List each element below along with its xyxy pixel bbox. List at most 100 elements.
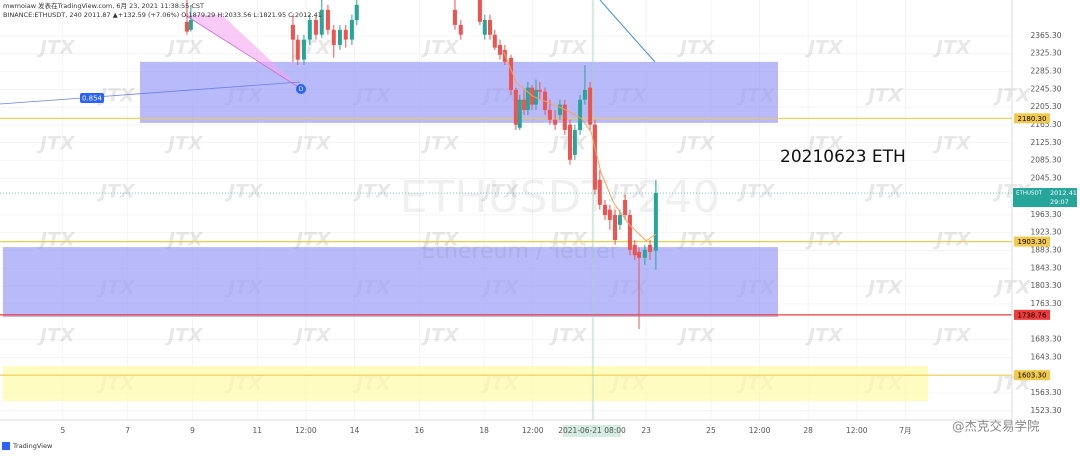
candle-body bbox=[301, 39, 306, 60]
watermark-logo: JTX bbox=[36, 325, 76, 347]
level-label-box bbox=[1014, 236, 1050, 247]
y-tick-label: 1763.30 bbox=[1030, 299, 1061, 308]
y-tick-label: 2245.30 bbox=[1030, 84, 1061, 93]
y-tick-label: 1643.30 bbox=[1030, 352, 1061, 361]
last-price-label: 2012.41 bbox=[1050, 189, 1077, 197]
level-label-box bbox=[1014, 113, 1050, 124]
candle-body bbox=[627, 215, 632, 250]
y-tick-label: 1563.30 bbox=[1030, 388, 1061, 397]
watermark-logo: JTX bbox=[548, 325, 588, 347]
watermark-logo: JTX bbox=[36, 133, 76, 155]
x-tick-label: 2021-06-21 08:00 bbox=[558, 426, 626, 435]
candle-body bbox=[557, 104, 562, 115]
watermark-logo: JTX bbox=[352, 181, 392, 203]
y-tick-label: 2365.30 bbox=[1030, 31, 1061, 40]
fib-label: 0.854 bbox=[82, 95, 103, 103]
footer-logo: TradingView bbox=[12, 442, 53, 450]
y-tick-label: 1843.30 bbox=[1030, 263, 1061, 272]
candle-body bbox=[525, 87, 530, 110]
candle-body bbox=[597, 179, 602, 205]
x-tick-label: 18 bbox=[479, 426, 489, 435]
watermark-logo: JTX bbox=[292, 325, 332, 347]
candle-body bbox=[537, 89, 542, 92]
candle-body bbox=[547, 109, 552, 120]
y-tick-label: 1963.30 bbox=[1030, 210, 1061, 219]
y-tick-label: 1883.30 bbox=[1030, 246, 1061, 255]
watermark-logo: JTX bbox=[736, 181, 776, 203]
watermark-logo: JTX bbox=[804, 229, 844, 251]
watermark-logo: JTX bbox=[676, 229, 716, 251]
x-tick-label: 9 bbox=[190, 426, 195, 435]
candle-body bbox=[343, 29, 348, 40]
moving-average bbox=[503, 51, 657, 242]
candle-body bbox=[517, 99, 522, 128]
x-tick-label: 7月 bbox=[899, 426, 911, 435]
watermark-symbol: ETHUSDT, 240 bbox=[400, 172, 721, 223]
y-tick-label: 2205.30 bbox=[1030, 102, 1061, 111]
watermark-logo: JTX bbox=[864, 85, 904, 107]
zone bbox=[2, 247, 779, 317]
x-tick-label: 7 bbox=[125, 426, 130, 435]
level-label: 1903.30 bbox=[1018, 238, 1047, 246]
y-tick-label: 1523.30 bbox=[1030, 406, 1061, 415]
credit: @杰克交易学院 bbox=[952, 419, 1040, 434]
last-symbol: ETHUSDT bbox=[1016, 191, 1043, 197]
candle-body bbox=[509, 57, 514, 90]
candle-body bbox=[588, 87, 593, 125]
x-tick-label: 12:00 bbox=[846, 426, 868, 435]
candle-body bbox=[648, 244, 653, 252]
candle-body bbox=[337, 29, 342, 45]
pattern-line bbox=[184, 14, 301, 89]
watermark-logo: JTX bbox=[96, 181, 136, 203]
x-tick-label: 14 bbox=[350, 426, 360, 435]
watermark-logo: JTX bbox=[420, 229, 460, 251]
x-tick-highlight bbox=[563, 425, 622, 437]
candle-body bbox=[452, 9, 457, 25]
watermark-logo: JTX bbox=[932, 133, 972, 155]
candle-body bbox=[295, 39, 300, 60]
header-line: BINANCE:ETHUSDT, 240 2011.87 ▲+132.59 (+… bbox=[3, 11, 322, 19]
level-label-box bbox=[1014, 370, 1050, 381]
candle-body bbox=[572, 129, 577, 155]
watermark-logo: JTX bbox=[932, 325, 972, 347]
watermark-logo: JTX bbox=[36, 37, 76, 59]
candle-body bbox=[307, 20, 312, 40]
y-tick-label: 1803.30 bbox=[1030, 281, 1061, 290]
candle-body bbox=[637, 251, 642, 258]
candle-body bbox=[290, 24, 295, 40]
zone bbox=[2, 365, 929, 402]
watermark-logo: JTX bbox=[36, 229, 76, 251]
candle-body bbox=[592, 124, 597, 190]
zone bbox=[139, 61, 779, 123]
candle-body bbox=[313, 20, 318, 35]
watermark-logo: JTX bbox=[932, 229, 972, 251]
watermark-logo: JTX bbox=[292, 133, 332, 155]
y-tick-label: 1923.30 bbox=[1030, 228, 1061, 237]
candle-body bbox=[642, 249, 647, 258]
candle-body bbox=[487, 20, 492, 35]
candle-body bbox=[602, 204, 607, 216]
candle-body bbox=[498, 44, 503, 55]
header-line: mwmoiaw 发表在TradingView.com, 6月 23, 2021 … bbox=[3, 1, 204, 10]
candle-body bbox=[458, 24, 463, 35]
point-label: D bbox=[299, 86, 304, 93]
x-tick-label: 12:00 bbox=[295, 426, 317, 435]
y-tick-label: 2325.30 bbox=[1030, 49, 1061, 58]
y-tick-label: 2045.30 bbox=[1030, 173, 1061, 182]
x-tick-label: 28 bbox=[803, 426, 813, 435]
watermark-logo: JTX bbox=[480, 181, 520, 203]
watermark-logo: JTX bbox=[804, 133, 844, 155]
trend-line bbox=[599, 0, 656, 63]
watermark-logo: JTX bbox=[932, 37, 972, 59]
candle-body bbox=[354, 4, 359, 21]
candle-body bbox=[492, 34, 497, 48]
watermark-logo: JTX bbox=[224, 181, 264, 203]
annotation: 20210623 ETH bbox=[780, 147, 906, 167]
candle-body bbox=[513, 89, 518, 125]
watermark-logo: JTX bbox=[164, 37, 204, 59]
candle-body bbox=[184, 21, 189, 32]
candle-body bbox=[567, 124, 572, 160]
y-tick-label: 2085.30 bbox=[1030, 156, 1061, 165]
watermark-logo: JTX bbox=[676, 325, 716, 347]
candle-body bbox=[613, 215, 618, 240]
